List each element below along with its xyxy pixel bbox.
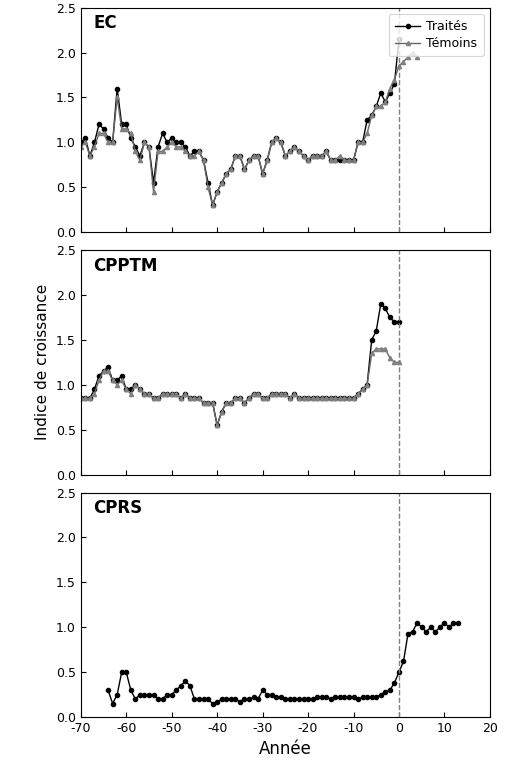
Témoins: [19, 143, 25, 152]
Text: CPPTM: CPPTM: [93, 257, 158, 275]
Témoins: [28, 156, 34, 165]
Témoins: [210, 200, 216, 210]
Traités: [210, 200, 216, 210]
Témoins: [132, 146, 138, 156]
Traités: [310, 151, 316, 160]
Traités: [23, 129, 29, 138]
Témoins: [414, 52, 420, 62]
Traités: [396, 35, 402, 44]
Traités: [328, 156, 334, 165]
Line: Traités: Traités: [20, 37, 401, 207]
Traités: [187, 151, 193, 160]
Traités: [41, 146, 47, 156]
Text: EC: EC: [93, 15, 117, 32]
Traités: [19, 102, 25, 111]
Témoins: [219, 178, 225, 187]
Témoins: [255, 151, 261, 160]
Y-axis label: Indice de croissance: Indice de croissance: [35, 284, 50, 440]
Témoins: [332, 156, 338, 165]
Témoins: [410, 48, 416, 57]
Legend: Traités, Témoins: Traités, Témoins: [389, 14, 484, 56]
Line: Témoins: Témoins: [20, 51, 419, 207]
Témoins: [128, 129, 134, 138]
X-axis label: Année: Année: [259, 740, 312, 759]
Text: CPRS: CPRS: [93, 500, 142, 517]
Traités: [205, 178, 211, 187]
